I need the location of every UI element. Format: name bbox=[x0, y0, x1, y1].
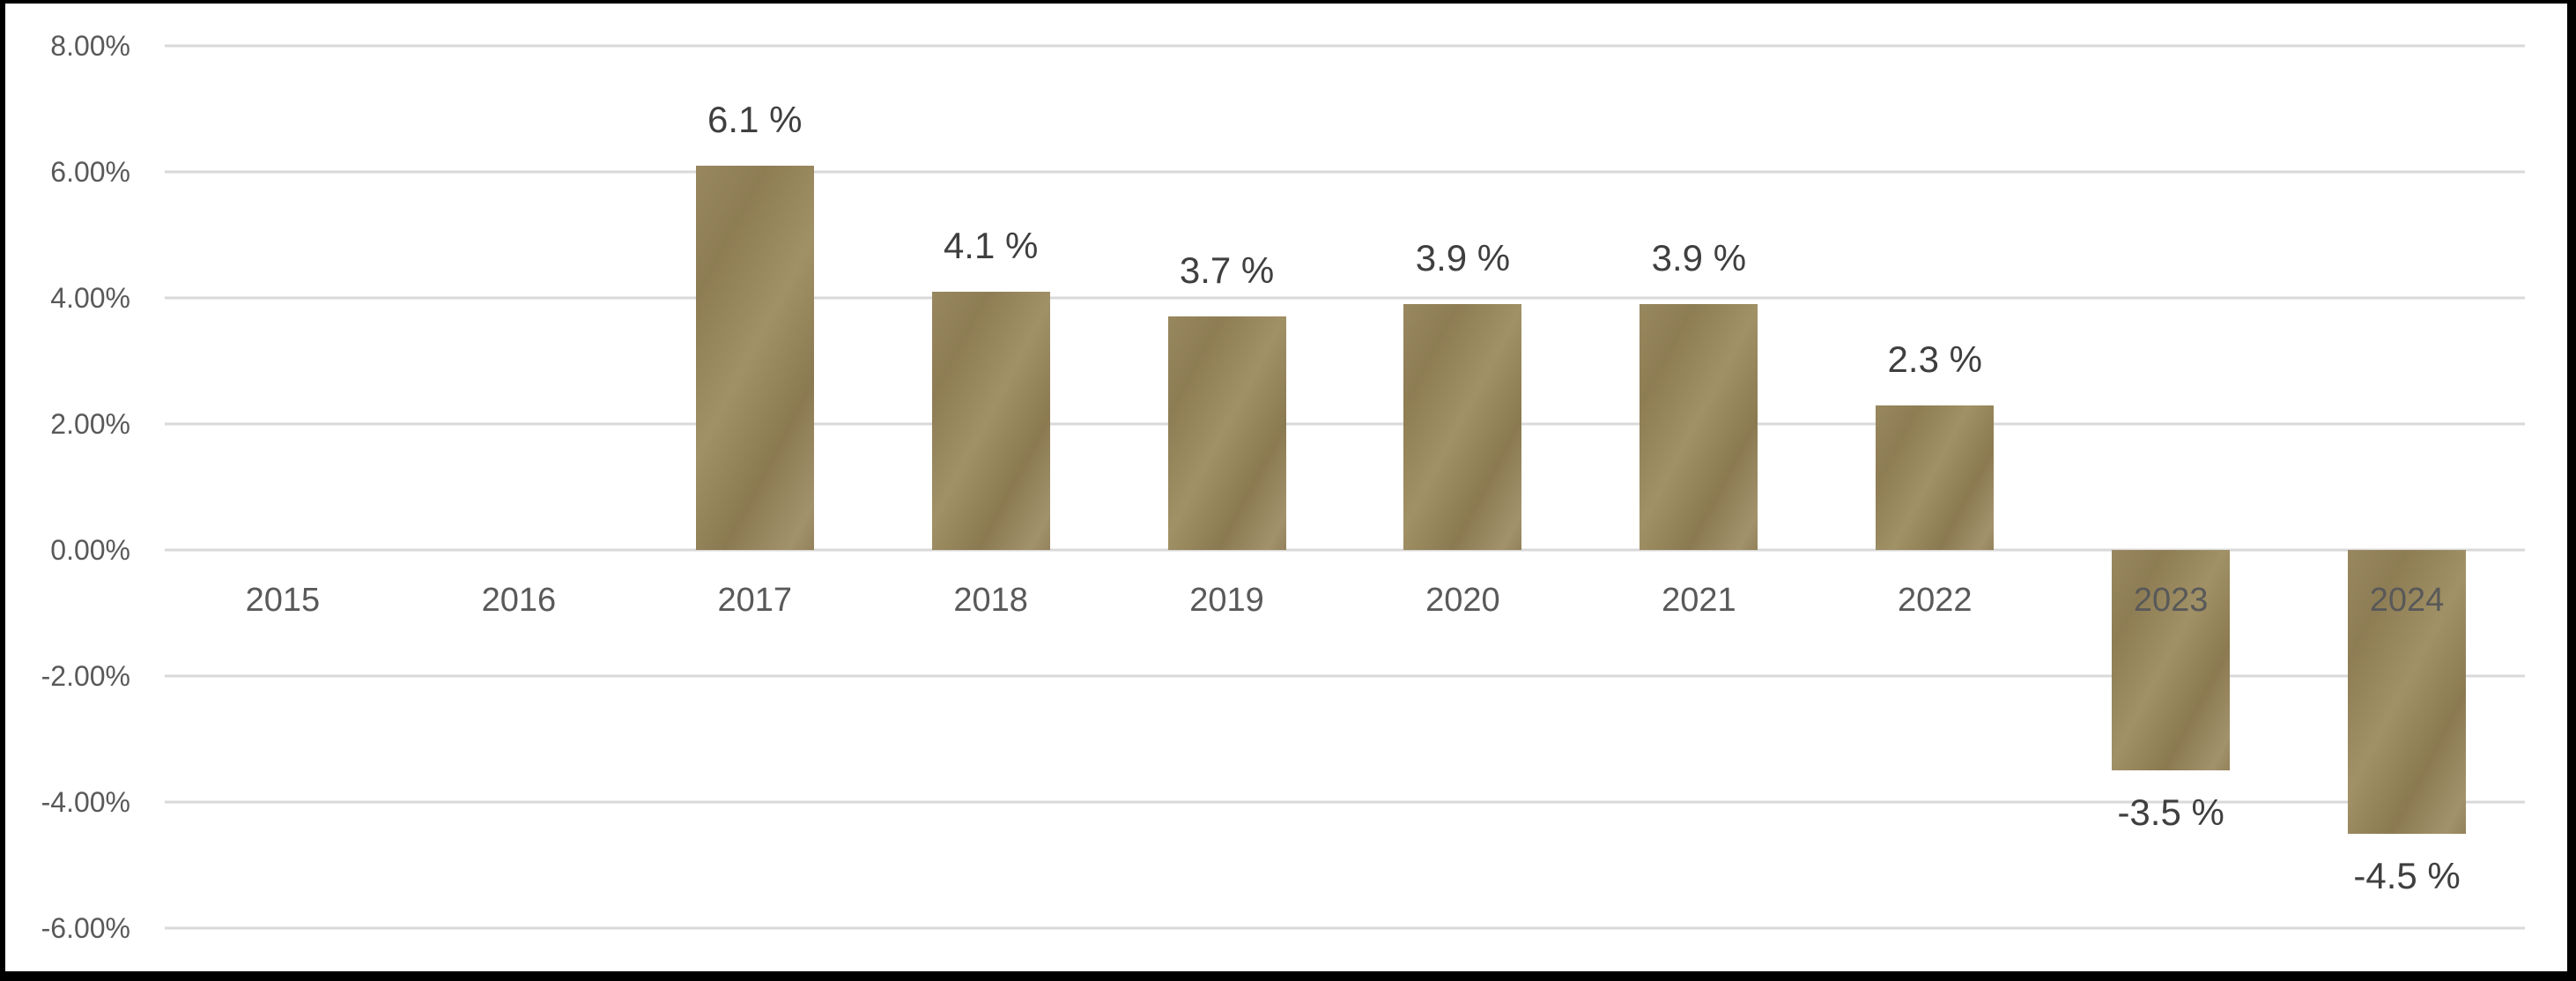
y-axis-tick-label: -2.00% bbox=[41, 660, 130, 692]
y-axis-tick-label: 6.00% bbox=[50, 156, 130, 188]
data-label-2020: 3.9 % bbox=[1415, 237, 1511, 279]
data-label-2023: -3.5 % bbox=[2117, 791, 2224, 834]
y-axis-tick-label: 4.00% bbox=[50, 282, 130, 314]
bar-2019 bbox=[1167, 316, 1286, 550]
bar-2017 bbox=[695, 165, 814, 550]
category-label-2016: 2016 bbox=[481, 582, 557, 619]
category-label-2019: 2019 bbox=[1189, 582, 1264, 619]
y-gridline bbox=[165, 548, 2525, 552]
data-label-2024: -4.5 % bbox=[2353, 854, 2461, 896]
data-label-2019: 3.7 % bbox=[1179, 249, 1275, 292]
y-gridline bbox=[165, 422, 2525, 426]
y-gridline bbox=[165, 800, 2525, 804]
data-label-2022: 2.3 % bbox=[1887, 338, 1982, 380]
category-label-2018: 2018 bbox=[953, 582, 1028, 619]
data-label-2017: 6.1 % bbox=[707, 98, 803, 140]
y-axis-tick-label: 2.00% bbox=[50, 408, 130, 440]
y-axis-tick-label: 8.00% bbox=[50, 30, 130, 62]
y-axis-tick-label: -4.00% bbox=[41, 786, 130, 818]
category-label-2021: 2021 bbox=[1662, 582, 1736, 619]
category-label-2024: 2024 bbox=[2369, 582, 2445, 619]
y-gridline bbox=[165, 296, 2525, 300]
bar-2022 bbox=[1876, 405, 1995, 550]
y-axis-tick-label: -6.00% bbox=[41, 912, 130, 944]
y-axis-tick-label: 0.00% bbox=[50, 534, 130, 566]
category-label-2017: 2017 bbox=[717, 582, 793, 619]
y-gridline bbox=[165, 170, 2525, 174]
bar-2018 bbox=[931, 291, 1050, 550]
bar-2023 bbox=[2112, 550, 2231, 771]
data-label-2021: 3.9 % bbox=[1651, 237, 1747, 279]
category-label-2023: 2023 bbox=[2133, 582, 2209, 619]
data-label-2018: 4.1 % bbox=[943, 224, 1039, 266]
bar-2020 bbox=[1403, 304, 1522, 550]
bar-2021 bbox=[1640, 304, 1758, 550]
category-label-2015: 2015 bbox=[245, 582, 321, 619]
category-label-2020: 2020 bbox=[1425, 582, 1500, 619]
bar-chart-plot-area: 8.00% 6.00% 4.00% 2.00% 0.00% -2.00% -4.00% -6.… bbox=[5, 4, 2567, 971]
y-gridline bbox=[165, 44, 2525, 48]
category-label-2022: 2022 bbox=[1897, 582, 1973, 619]
bar-2024 bbox=[2348, 550, 2467, 834]
y-gridline bbox=[165, 674, 2525, 678]
y-gridline bbox=[165, 926, 2525, 930]
